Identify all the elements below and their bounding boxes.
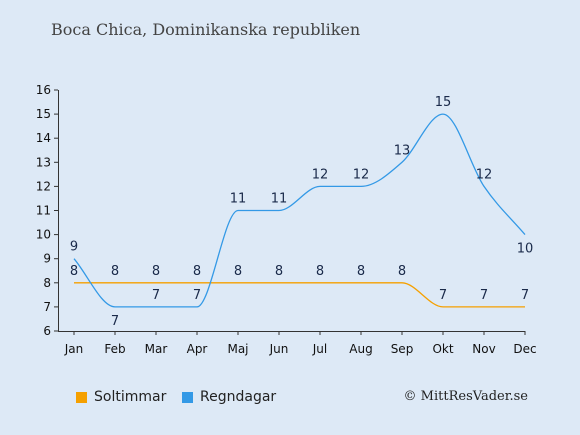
data-label-sun: 8 — [193, 264, 201, 279]
y-tick-label: 15 — [36, 107, 51, 121]
legend-label-sun: Soltimmar — [94, 389, 167, 405]
x-tick-label: Sep — [391, 342, 414, 356]
y-tick-label: 14 — [36, 131, 51, 145]
legend-label-rain: Regndagar — [200, 389, 277, 405]
data-label-sun: 7 — [480, 288, 488, 303]
x-tick-label: Maj — [227, 342, 248, 356]
legend-item-sun: Soltimmar — [76, 389, 166, 405]
legend-item-rain: Regndagar — [182, 389, 276, 405]
credit-text: © MittResVader.se — [403, 389, 528, 404]
sun-swatch — [76, 391, 87, 403]
data-label-rain: 13 — [394, 143, 411, 158]
data-label-sun: 8 — [275, 264, 283, 279]
chart-title: Boca Chica, Dominikanska republiken — [51, 20, 361, 39]
x-tick-label: Jul — [312, 342, 327, 356]
data-label-sun: 7 — [439, 288, 447, 303]
y-tick-label: 12 — [36, 179, 51, 193]
y-tick-label: 8 — [43, 276, 51, 290]
x-tick-label: Apr — [187, 342, 208, 356]
data-label-rain: 12 — [476, 167, 493, 182]
data-label-rain: 7 — [193, 288, 201, 303]
data-label-rain: 12 — [312, 167, 329, 182]
data-label-rain: 11 — [230, 192, 247, 207]
data-label-sun: 8 — [234, 264, 242, 279]
y-tick-label: 13 — [36, 155, 51, 169]
data-label-sun: 7 — [521, 288, 529, 303]
data-label-sun: 8 — [398, 264, 406, 279]
data-label-rain: 7 — [152, 288, 160, 303]
data-label-sun: 8 — [152, 264, 160, 279]
rain-swatch — [182, 391, 193, 403]
x-tick-label: Jan — [64, 342, 84, 356]
data-label-rain: 10 — [517, 242, 534, 257]
data-label-rain: 7 — [111, 314, 119, 329]
data-label-sun: 8 — [111, 264, 119, 279]
y-tick-label: 6 — [43, 324, 51, 338]
y-tick-label: 7 — [43, 300, 51, 314]
x-tick-label: Aug — [349, 342, 372, 356]
data-label-rain: 9 — [70, 240, 78, 255]
data-label-sun: 8 — [70, 264, 78, 279]
x-tick-label: Feb — [104, 342, 125, 356]
data-label-sun: 8 — [357, 264, 365, 279]
data-label-rain: 12 — [353, 167, 370, 182]
series-line-rain — [73, 113, 526, 308]
y-tick-label: 10 — [36, 228, 51, 242]
x-tick-label: Okt — [432, 342, 453, 356]
data-label-rain: 11 — [271, 192, 288, 207]
y-tick-label: 9 — [43, 252, 51, 266]
data-label-sun: 8 — [316, 264, 324, 279]
y-tick-label: 11 — [36, 204, 51, 218]
x-tick-label: Jun — [269, 342, 289, 356]
x-tick-label: Mar — [145, 342, 168, 356]
x-tick-label: Nov — [472, 342, 495, 356]
series-line-sun — [73, 282, 525, 308]
data-label-rain: 15 — [435, 95, 452, 110]
y-tick-label: 16 — [36, 83, 51, 97]
x-tick-label: Dec — [513, 342, 536, 356]
